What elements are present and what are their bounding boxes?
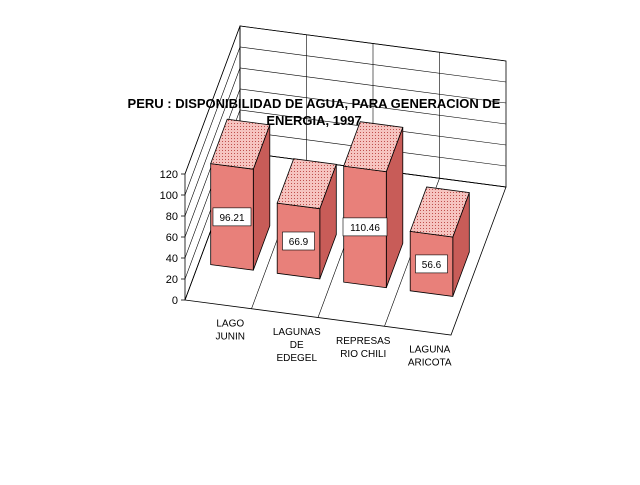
bar: 56.6 xyxy=(409,186,470,297)
category-label-line: ARICOTA xyxy=(408,358,452,369)
bar-top xyxy=(343,121,404,173)
category-label: LAGUNA ARICOTA xyxy=(408,345,452,369)
data-label: 56.6 xyxy=(422,260,442,271)
data-label-box xyxy=(282,231,315,251)
chart-bars: 96.21 66.9 110.46 56.6 xyxy=(210,118,470,297)
data-label: 96.21 xyxy=(219,213,244,224)
chart-title-line-1: PERU : DISPONIBILIDAD DE AGUA, PARA GENE… xyxy=(128,96,501,111)
y-tick-label: 20 xyxy=(166,274,178,286)
y-axis: 0 20 40 60 80 100 120 xyxy=(160,169,185,307)
gridline xyxy=(184,88,507,238)
category-labels: LAGO JUNIN LAGUNAS DE EDEGEL REPRESAS RIO CHIL… xyxy=(216,318,452,368)
chart-title: PERU : DISPONIBILIDAD DE AGUA, PARA GENE… xyxy=(128,96,501,128)
category-label-line: RIO CHILI xyxy=(340,349,386,360)
category-label: REPRESAS RIO CHILI xyxy=(336,336,391,360)
bar-top xyxy=(409,186,470,238)
data-label-box xyxy=(212,207,252,227)
category-label: LAGUNAS DE EDEGEL xyxy=(273,327,321,364)
bar: 66.9 xyxy=(276,158,337,280)
category-label-line: REPRESAS xyxy=(336,336,391,347)
data-label: 66.9 xyxy=(289,237,309,248)
category-label: LAGO JUNIN xyxy=(216,318,245,342)
bar: 110.46 xyxy=(342,121,404,289)
category-label-line: EDEGEL xyxy=(276,353,317,364)
y-tick-label: 120 xyxy=(160,169,178,181)
category-label-line: LAGUNA xyxy=(409,345,450,356)
data-label-box xyxy=(342,217,388,237)
gridline xyxy=(184,109,507,259)
y-tick-label: 0 xyxy=(172,295,178,307)
gridline xyxy=(184,67,507,217)
gridline xyxy=(184,25,507,175)
category-label-line: DE xyxy=(290,340,304,351)
category-label-line: LAGUNAS xyxy=(273,327,321,338)
category-label-line: JUNIN xyxy=(216,331,245,342)
y-tick-label: 80 xyxy=(166,211,178,223)
bar-top xyxy=(210,118,271,170)
gridline xyxy=(184,46,507,196)
y-tick-label: 40 xyxy=(166,253,178,265)
bar-top xyxy=(276,158,337,210)
data-label-box xyxy=(415,254,448,274)
data-label: 110.46 xyxy=(350,223,380,234)
bar: 96.21 xyxy=(210,118,271,271)
y-tick-label: 60 xyxy=(166,232,178,244)
category-label-line: LAGO xyxy=(216,318,244,329)
y-tick-label: 100 xyxy=(160,190,178,202)
